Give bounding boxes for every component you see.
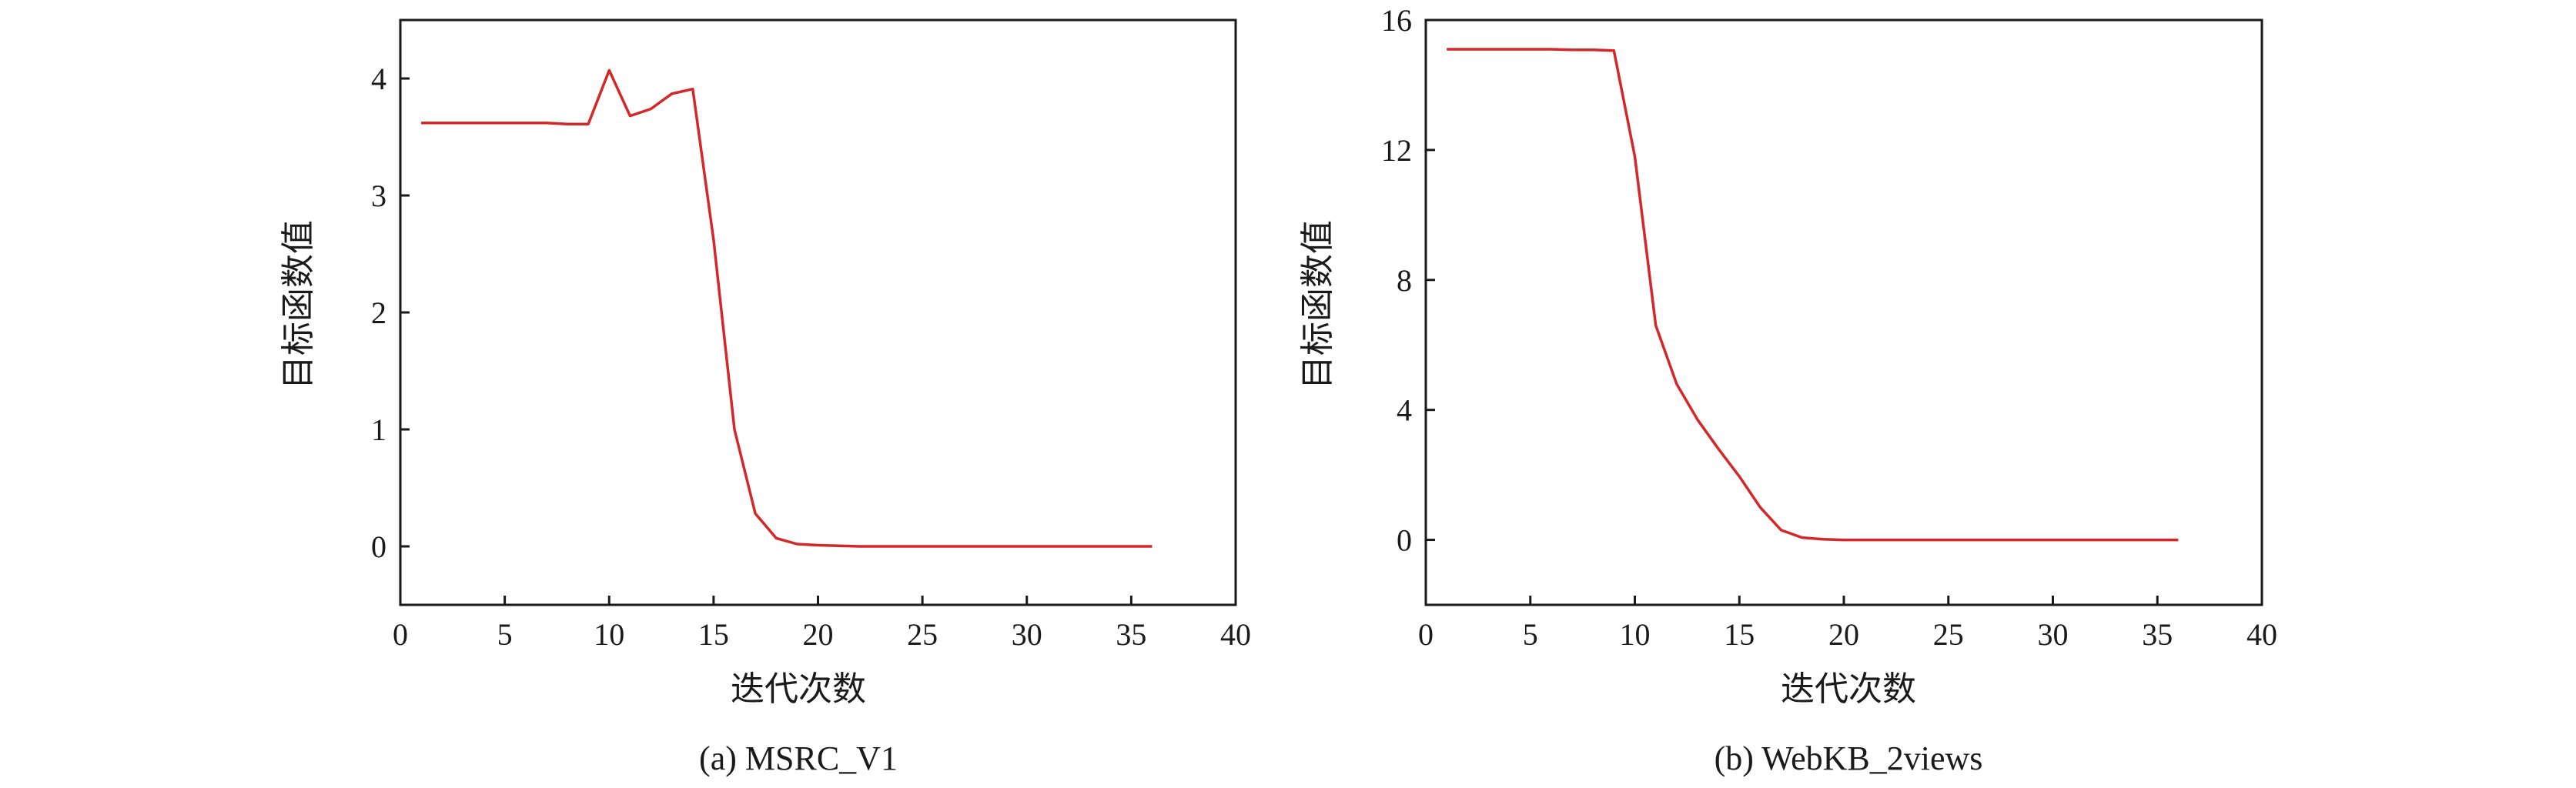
series-line <box>421 68 1153 548</box>
plot-frame <box>1424 18 2263 606</box>
y-tick-label: 4 <box>371 62 386 96</box>
x-tick-label: 30 <box>1012 617 1042 652</box>
x-tick-label: 15 <box>698 617 729 652</box>
y-tick-label: 12 <box>1381 133 1412 168</box>
x-tick-label: 20 <box>803 617 834 652</box>
y-tick-label: 8 <box>1397 263 1412 298</box>
chart-caption: (b) WebKB_2views <box>1715 740 1983 777</box>
x-tick-label: 30 <box>2038 617 2069 652</box>
x-tick-label: 20 <box>1828 617 1859 652</box>
y-tick-label: 3 <box>371 179 386 213</box>
y-tick-label: 1 <box>371 412 386 447</box>
y-tick-label: 2 <box>371 296 386 330</box>
x-axis-label: 迭代次数 <box>1781 670 1916 708</box>
y-axis-label: 目标函数值 <box>1299 220 1337 389</box>
chart-caption: (a) MSRC_V1 <box>699 740 898 777</box>
y-axis-label: 目标函数值 <box>279 220 317 389</box>
x-axis-label: 迭代次数 <box>731 670 866 708</box>
series-line <box>1447 48 2179 542</box>
y-tick-label: 0 <box>371 529 386 564</box>
x-tick-label: 5 <box>1523 617 1538 652</box>
y-tick-label: 0 <box>1397 523 1412 558</box>
x-tick-label: 35 <box>2142 617 2173 652</box>
y-tick-label: 4 <box>1397 393 1412 428</box>
plot-frame <box>399 18 1237 606</box>
chart-msrc-v1: 目标函数值 迭代次数 (a) MSRC_V1 0 5 10 15 20 25 30 35 40 0… <box>279 18 1251 777</box>
x-tick-label: 25 <box>1933 617 1964 652</box>
x-tick-label: 35 <box>1116 617 1146 652</box>
x-tick-label: 15 <box>1724 617 1755 652</box>
x-tick-label: 25 <box>907 617 938 652</box>
chart-webkb-2views: 目标函数值 迭代次数 (b) WebKB_2views 0 5 10 15 20 25 30… <box>1299 3 2277 777</box>
x-tick-label: 10 <box>1620 617 1651 652</box>
x-tick-label: 0 <box>1418 617 1434 652</box>
x-tick-label: 40 <box>1220 617 1251 652</box>
x-tick-label: 10 <box>594 617 624 652</box>
y-tick-label: 16 <box>1381 3 1412 38</box>
x-tick-label: 0 <box>393 617 408 652</box>
x-tick-label: 5 <box>497 617 513 652</box>
x-tick-label: 40 <box>2246 617 2277 652</box>
